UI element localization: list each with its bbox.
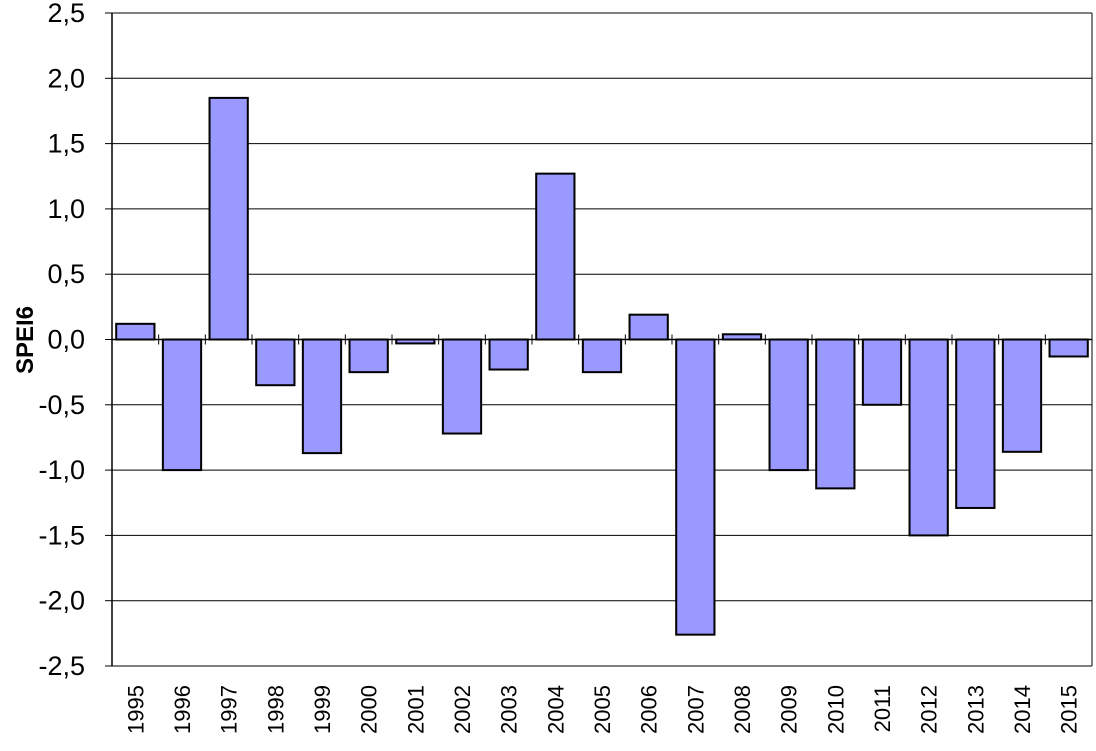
x-tick-label: 1997 (217, 685, 242, 734)
x-tick-label: 2010 (823, 685, 848, 734)
bar-2012 (908, 338, 949, 537)
bar-2007 (675, 338, 716, 636)
bar-1997 (208, 96, 249, 341)
bar-2014 (1001, 338, 1043, 453)
axes (105, 12, 1093, 667)
bar-2013 (955, 338, 996, 509)
bar-1999 (301, 338, 343, 455)
x-tick-label: 2012 (917, 685, 942, 734)
bar-2006 (628, 313, 669, 341)
bars (115, 96, 1089, 636)
x-tick-label: 2005 (590, 685, 615, 734)
y-tick-label: 0,5 (47, 259, 85, 289)
x-tick-label: 2002 (450, 685, 475, 734)
y-tick-label: -2,5 (38, 651, 85, 681)
bar-2008 (721, 333, 763, 341)
x-tick-label: 2011 (870, 685, 895, 732)
x-tick-label: 1998 (263, 685, 288, 734)
bar-1996 (161, 338, 203, 472)
x-tick-labels: 1995 1996 1997 1998 1999 2000 2001 2002 2003 2004… (123, 685, 1081, 734)
x-tick-label: 2006 (637, 685, 662, 734)
gridlines (112, 12, 1092, 667)
bar-1998 (255, 338, 296, 387)
y-tick-label: 2,5 (47, 0, 85, 28)
y-tick-label: -2,0 (38, 586, 85, 616)
bar-2003 (488, 338, 529, 371)
x-tick-label: 2015 (1057, 685, 1082, 734)
x-tick-label: 1995 (123, 685, 148, 734)
y-tick-label: -0,5 (38, 390, 85, 420)
x-tick-label: 2009 (777, 685, 802, 734)
x-tick-label: 2008 (730, 685, 755, 734)
x-tick-label: 2004 (543, 685, 568, 734)
y-tick-labels: -2,5 -2,0 -1,5 -1,0 -0,5 0,0 0,5 1,0 1,5 2,0 2,5 (38, 0, 85, 681)
x-tick-label: 2003 (497, 685, 522, 734)
y-tick-label: -1,0 (38, 455, 85, 485)
y-tick-label: 1,5 (47, 129, 85, 159)
y-tick-label: -1,5 (38, 520, 85, 550)
bar-2015 (1048, 338, 1089, 358)
x-tick-label: 1999 (310, 685, 335, 734)
x-tick-label: 2001 (403, 685, 428, 734)
bar-2004 (535, 172, 576, 341)
bar-2010 (815, 338, 856, 490)
x-tick-label: 2013 (963, 685, 988, 734)
x-tick-label: 1996 (170, 685, 195, 734)
bar-2009 (768, 338, 809, 472)
y-tick-label: 1,0 (47, 194, 85, 224)
x-tick-label: 2007 (683, 685, 708, 734)
bar-2002 (441, 338, 483, 435)
bar-2000 (348, 338, 389, 374)
x-tick-label: 2000 (357, 685, 382, 734)
bar-1995 (115, 322, 156, 341)
x-tick-label: 2014 (1010, 685, 1035, 734)
y-axis-label: SPEI6 (12, 306, 39, 374)
bar-2005 (581, 338, 623, 374)
bar-2011 (861, 338, 903, 406)
y-tick-label: 2,0 (47, 63, 85, 93)
y-tick-label: 0,0 (47, 325, 85, 355)
